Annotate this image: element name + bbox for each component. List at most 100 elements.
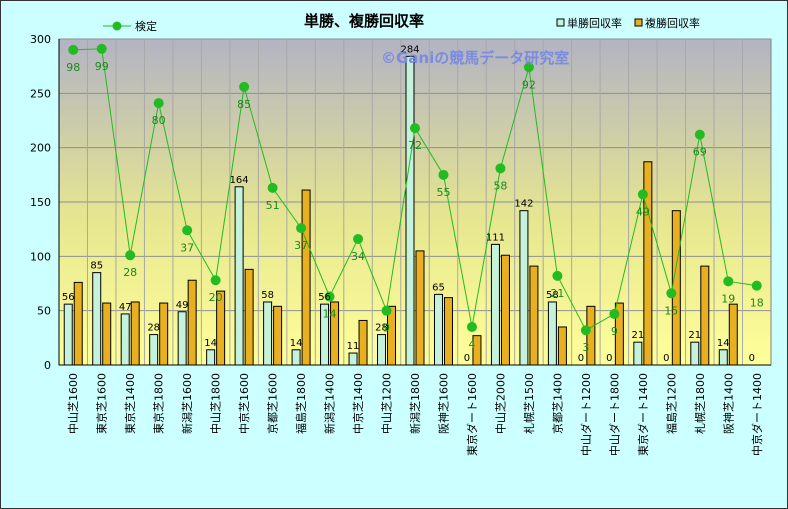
kentei-label: 55 — [436, 186, 450, 199]
x-tick-label: 中山芝1600 — [67, 373, 80, 434]
kentei-label: 14 — [323, 308, 337, 321]
kentei-label: 51 — [266, 199, 280, 212]
data-label-tansho: 0 — [663, 353, 669, 364]
data-label-tansho: 28 — [147, 323, 160, 334]
kentei-label: 37 — [180, 241, 194, 254]
kentei-marker — [96, 43, 107, 54]
bar-tansho — [490, 243, 500, 366]
data-label-tansho: 14 — [717, 338, 730, 349]
kentei-label: 19 — [721, 292, 735, 305]
data-label-tansho: 47 — [119, 302, 132, 313]
x-tick-label: 新潟芝1600 — [180, 373, 194, 434]
legend-bar2-label: 複勝回収率 — [645, 16, 700, 30]
kentei-marker — [666, 288, 677, 299]
bar-fukusho — [301, 189, 311, 366]
bar-tansho — [177, 311, 187, 366]
bar-fukusho — [557, 326, 567, 366]
y-tick-label: 250 — [30, 87, 51, 100]
x-tick-label: 中山芝2000 — [494, 373, 507, 434]
bars-layer — [63, 55, 738, 366]
bar-fukusho — [500, 254, 510, 366]
watermark: ©Ganiの競馬データ研究室 — [381, 49, 569, 67]
labels-layer: 5685472849141645814561128284650111142580… — [62, 44, 764, 364]
y-tick-label: 150 — [30, 196, 51, 209]
bar-fukusho — [102, 302, 112, 366]
data-label-tansho: 0 — [606, 353, 612, 364]
kentei-label: 80 — [152, 114, 166, 127]
legend-line-label: 検定 — [135, 19, 157, 33]
x-tick-label: 札幌芝1500 — [522, 373, 536, 434]
legend-bar1-label: 単勝回収率 — [567, 16, 622, 30]
legend-line-entry: 検定 — [103, 19, 157, 33]
data-label-tansho: 56 — [62, 292, 75, 303]
kentei-label: 49 — [636, 205, 650, 218]
x-tick-label: 東京ダート1400 — [636, 373, 650, 456]
bar-tansho — [63, 303, 73, 366]
x-tick-label: 東京芝1600 — [95, 373, 109, 434]
data-label-tansho: 14 — [204, 338, 217, 349]
data-label-tansho: 21 — [631, 330, 644, 341]
x-tick-label: 中山芝1800 — [210, 373, 223, 434]
x-tick-label: 中京芝1400 — [351, 373, 365, 434]
kentei-marker — [495, 163, 506, 174]
legend-bar2-entry: 複勝回収率 — [634, 16, 700, 30]
bar-tansho — [547, 301, 557, 366]
kentei-marker — [552, 270, 563, 281]
data-label-tansho: 284 — [400, 44, 419, 55]
x-tick-label: 中山ダート1200 — [579, 373, 593, 456]
x-tick-label: 阪神芝1400 — [721, 373, 735, 434]
x-tick-label: 東京芝1400 — [123, 373, 137, 434]
kentei-label: 72 — [408, 139, 422, 152]
kentei-marker — [723, 276, 734, 287]
kentei-marker — [381, 305, 392, 316]
bar-tansho — [234, 186, 244, 366]
kentei-marker — [353, 233, 364, 244]
x-tick-label: 中山ダート1800 — [607, 373, 621, 456]
kentei-label: 9 — [383, 322, 390, 335]
bar-tansho — [291, 349, 301, 366]
y-tick-label: 100 — [30, 250, 51, 263]
x-tick-label: 中京ダート1400 — [750, 373, 764, 456]
kentei-label: 21 — [550, 287, 564, 300]
data-label-tansho: 65 — [432, 282, 445, 293]
data-label-tansho: 11 — [347, 341, 360, 352]
x-tick-label: 東京芝1800 — [152, 373, 166, 434]
data-label-tansho: 164 — [230, 175, 249, 186]
data-label-tansho: 14 — [290, 338, 303, 349]
bar-fukusho — [130, 301, 140, 366]
bar-fukusho — [358, 319, 368, 366]
kentei-marker — [267, 182, 278, 193]
kentei-label: 4 — [468, 338, 475, 351]
kentei-marker — [239, 81, 250, 92]
data-label-tansho: 0 — [578, 353, 584, 364]
kentei-marker — [751, 280, 762, 291]
bar-tansho — [348, 352, 358, 366]
kentei-label: 69 — [693, 146, 707, 159]
data-label-tansho: 28 — [375, 323, 388, 334]
kentei-marker — [438, 169, 449, 180]
x-tick-label: 新潟芝1400 — [323, 373, 337, 434]
data-label-tansho: 49 — [176, 300, 189, 311]
kentei-label: 20 — [209, 291, 223, 304]
y-tick-label: 200 — [30, 142, 51, 155]
kentei-marker — [523, 62, 534, 73]
x-tick-label: 中京芝1600 — [237, 373, 251, 434]
kentei-label: 98 — [66, 61, 80, 74]
kentei-marker — [182, 225, 193, 236]
x-tick-label: 中山芝1200 — [381, 373, 394, 434]
bar-fukusho — [244, 268, 254, 366]
bar-tansho — [263, 301, 273, 366]
chart-title: 単勝、複勝回収率 — [304, 12, 424, 30]
bar-fukusho — [159, 302, 169, 366]
kentei-label: 15 — [664, 304, 678, 317]
kentei-label: 9 — [611, 325, 618, 338]
y-tick-label: 50 — [37, 305, 51, 318]
bar-fukusho — [443, 297, 453, 366]
legend-bar2-swatch — [634, 18, 643, 27]
bar-fukusho — [700, 265, 710, 366]
kentei-marker — [68, 44, 79, 55]
y-tick-label: 300 — [30, 33, 51, 46]
kentei-label: 92 — [522, 78, 536, 91]
